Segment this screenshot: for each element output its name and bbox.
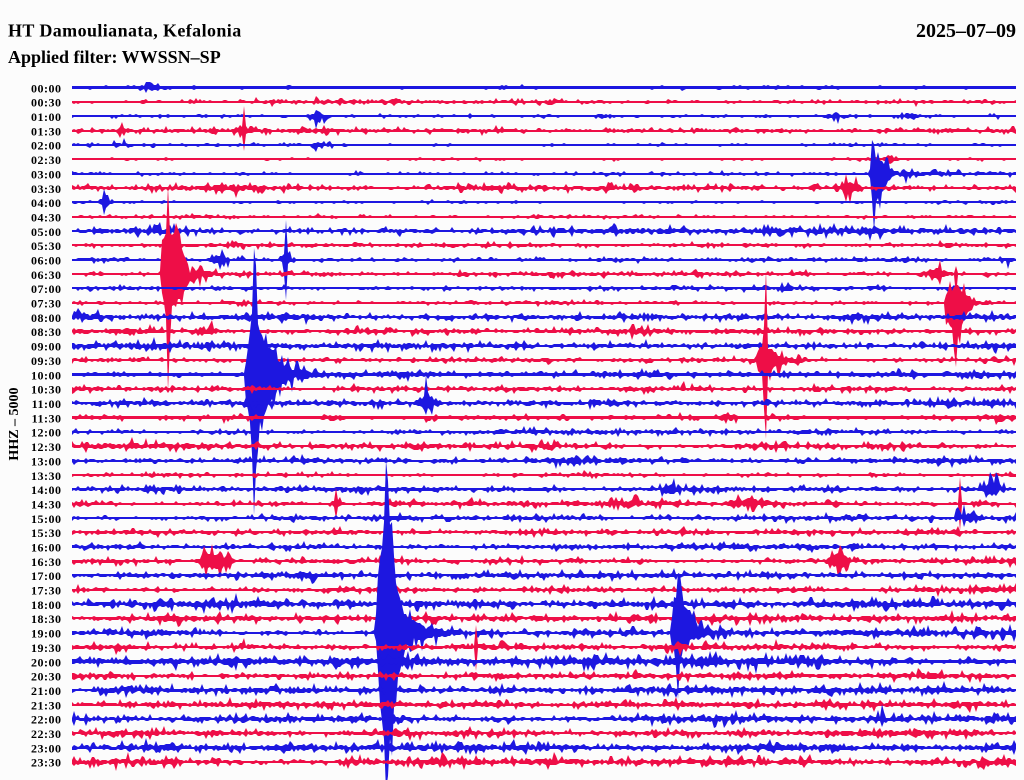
svg-text:01:00: 01:00 bbox=[31, 110, 62, 124]
svg-text:13:00: 13:00 bbox=[31, 454, 62, 468]
svg-text:04:30: 04:30 bbox=[31, 211, 62, 225]
svg-text:09:30: 09:30 bbox=[31, 354, 62, 368]
svg-text:19:30: 19:30 bbox=[31, 641, 62, 655]
svg-text:11:00: 11:00 bbox=[32, 397, 62, 411]
svg-text:09:00: 09:00 bbox=[31, 340, 62, 354]
svg-text:17:00: 17:00 bbox=[31, 569, 62, 583]
svg-text:02:30: 02:30 bbox=[31, 153, 62, 167]
svg-text:06:30: 06:30 bbox=[31, 268, 62, 282]
svg-text:11:30: 11:30 bbox=[32, 411, 62, 425]
svg-text:01:30: 01:30 bbox=[31, 124, 62, 138]
svg-text:05:30: 05:30 bbox=[31, 239, 62, 253]
svg-text:12:00: 12:00 bbox=[31, 426, 62, 440]
svg-text:18:30: 18:30 bbox=[31, 612, 62, 626]
svg-text:00:30: 00:30 bbox=[31, 96, 62, 110]
svg-text:02:00: 02:00 bbox=[31, 139, 62, 153]
svg-text:22:30: 22:30 bbox=[31, 727, 62, 741]
svg-text:16:30: 16:30 bbox=[31, 555, 62, 569]
svg-text:14:30: 14:30 bbox=[31, 497, 62, 511]
svg-text:20:30: 20:30 bbox=[31, 670, 62, 684]
svg-text:22:00: 22:00 bbox=[31, 713, 62, 727]
svg-text:08:00: 08:00 bbox=[31, 311, 62, 325]
svg-text:15:00: 15:00 bbox=[31, 512, 62, 526]
svg-text:08:30: 08:30 bbox=[31, 325, 62, 339]
svg-text:21:30: 21:30 bbox=[31, 698, 62, 712]
svg-text:07:30: 07:30 bbox=[31, 297, 62, 311]
svg-text:06:00: 06:00 bbox=[31, 254, 62, 268]
svg-text:13:30: 13:30 bbox=[31, 469, 62, 483]
svg-text:Applied filter: WWSSN–SP: Applied filter: WWSSN–SP bbox=[8, 47, 221, 67]
svg-text:2025–07–09: 2025–07–09 bbox=[916, 20, 1016, 42]
svg-text:10:00: 10:00 bbox=[31, 368, 62, 382]
svg-text:00:00: 00:00 bbox=[31, 81, 62, 95]
svg-text:21:00: 21:00 bbox=[31, 684, 62, 698]
svg-text:17:30: 17:30 bbox=[31, 584, 62, 598]
svg-text:03:00: 03:00 bbox=[31, 167, 62, 181]
svg-text:07:00: 07:00 bbox=[31, 282, 62, 296]
svg-text:HT Damoulianata, Kefalonia: HT Damoulianata, Kefalonia bbox=[8, 21, 242, 41]
svg-text:20:00: 20:00 bbox=[31, 655, 62, 669]
svg-text:10:30: 10:30 bbox=[31, 383, 62, 397]
svg-text:04:00: 04:00 bbox=[31, 196, 62, 210]
svg-text:16:00: 16:00 bbox=[31, 541, 62, 555]
svg-text:12:30: 12:30 bbox=[31, 440, 62, 454]
svg-text:14:00: 14:00 bbox=[31, 483, 62, 497]
svg-text:HHZ – 5000: HHZ – 5000 bbox=[7, 387, 22, 460]
svg-text:15:30: 15:30 bbox=[31, 526, 62, 540]
svg-text:23:00: 23:00 bbox=[31, 741, 62, 755]
svg-text:03:30: 03:30 bbox=[31, 182, 62, 196]
svg-text:18:00: 18:00 bbox=[31, 598, 62, 612]
svg-text:19:00: 19:00 bbox=[31, 627, 62, 641]
svg-text:05:00: 05:00 bbox=[31, 225, 62, 239]
svg-text:23:30: 23:30 bbox=[31, 756, 62, 770]
